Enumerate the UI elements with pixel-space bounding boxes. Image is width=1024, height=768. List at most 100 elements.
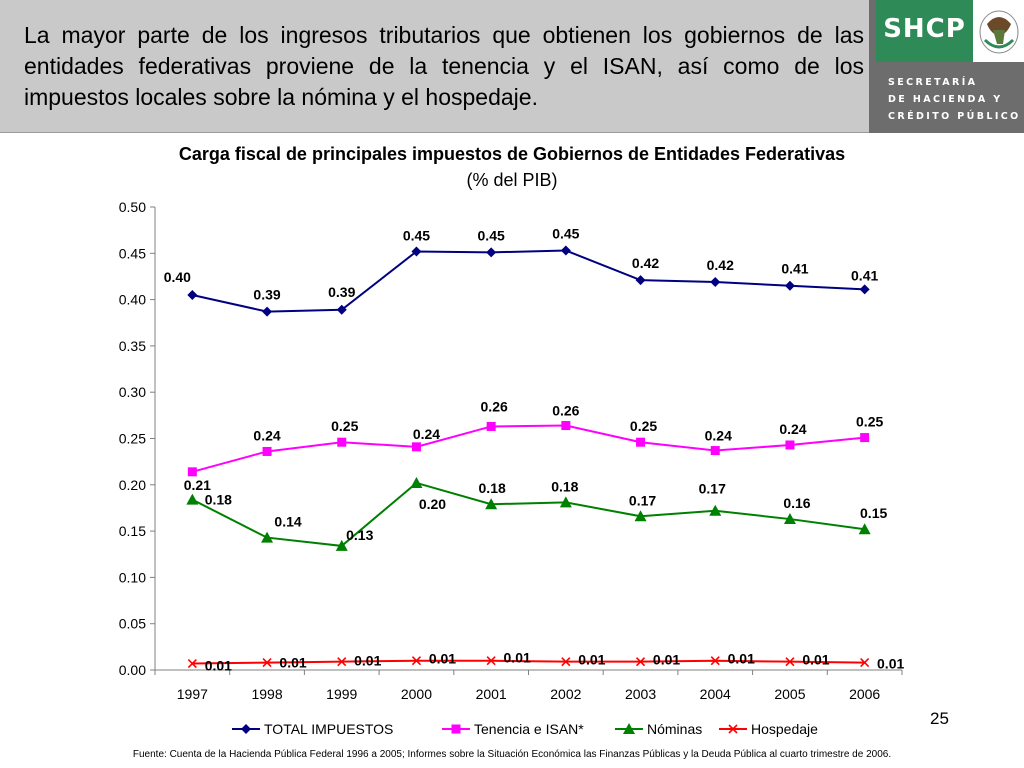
data-label: 0.24 [253, 427, 280, 443]
data-label: 0.39 [328, 284, 355, 300]
seal-area [973, 0, 1024, 62]
data-point [636, 437, 646, 447]
data-label: 0.01 [354, 653, 381, 669]
data-label: 0.01 [877, 656, 904, 672]
y-tick-label: 0.15 [119, 523, 146, 539]
data-label: 0.41 [851, 267, 878, 283]
logo-line-2: DE HACIENDA Y [888, 94, 1003, 105]
data-point [486, 421, 496, 431]
data-point [411, 246, 422, 257]
data-point [635, 657, 646, 667]
data-point [860, 658, 870, 668]
data-point [186, 493, 199, 505]
data-point [710, 446, 720, 456]
x-tick-label: 1998 [251, 686, 282, 702]
data-point [559, 496, 572, 508]
data-point [485, 498, 498, 510]
data-point [785, 657, 795, 667]
data-label: 0.26 [552, 403, 579, 419]
data-point [561, 657, 571, 667]
data-label: 0.25 [856, 414, 883, 430]
data-point [410, 476, 423, 488]
data-point [336, 304, 347, 315]
source-note: Fuente: Cuenta de la Hacienda Pública Fe… [132, 749, 892, 760]
banner-text: La mayor parte de los ingresos tributari… [24, 22, 864, 110]
data-label: 0.25 [630, 418, 657, 434]
y-tick-label: 0.30 [119, 384, 146, 400]
x-tick-label: 2002 [550, 686, 581, 702]
x-tick-label: 2006 [849, 686, 880, 702]
data-point [710, 656, 720, 666]
chart-title: Carga fiscal de principales impuestos de… [178, 144, 846, 164]
data-label: 0.20 [419, 496, 446, 512]
logo-line-3: CRÉDITO PÚBLICO [888, 111, 1021, 122]
data-point [335, 539, 348, 551]
y-tick-label: 0.50 [119, 199, 146, 215]
y-tick-label: 0.20 [119, 477, 146, 493]
data-point [634, 510, 647, 522]
data-label: 0.18 [479, 480, 506, 496]
data-point [486, 247, 497, 258]
x-tick-label: 1997 [177, 686, 208, 702]
page-number: 25 [930, 709, 949, 728]
data-point [187, 289, 198, 300]
y-tick-label: 0.05 [119, 616, 146, 632]
data-label: 0.15 [860, 505, 887, 521]
data-label: 0.42 [707, 257, 734, 273]
data-label: 0.45 [478, 227, 505, 243]
data-point [784, 280, 795, 291]
legend-label: TOTAL IMPUESTOS [264, 721, 393, 737]
logo-line-1: SECRETARÍA [888, 77, 978, 88]
data-point [860, 433, 870, 443]
legend-marker [241, 724, 251, 734]
x-tick-label: 1999 [326, 686, 357, 702]
data-point [187, 467, 197, 477]
data-point [635, 275, 646, 286]
data-label: 0.24 [413, 426, 440, 442]
mexican-coat-of-arms-icon [979, 10, 1019, 54]
data-point [858, 523, 871, 535]
data-label: 0.17 [629, 492, 656, 508]
legend-label: Hospedaje [751, 721, 818, 737]
data-point [785, 440, 795, 450]
data-point [710, 277, 721, 288]
data-label: 0.16 [783, 495, 810, 511]
y-tick-label: 0.40 [119, 292, 146, 308]
data-point [262, 306, 273, 317]
data-point [486, 656, 496, 666]
y-tick-label: 0.45 [119, 245, 146, 261]
y-tick-label: 0.25 [119, 431, 146, 447]
data-label: 0.21 [184, 477, 211, 493]
data-point [261, 531, 274, 543]
data-label: 0.01 [728, 651, 755, 667]
legend-label: Nóminas [647, 721, 702, 737]
data-label: 0.39 [253, 287, 280, 303]
x-tick-label: 2005 [774, 686, 805, 702]
data-label: 0.45 [403, 227, 430, 243]
data-label: 0.45 [552, 226, 579, 242]
data-label: 0.26 [481, 398, 508, 414]
legend-marker [728, 724, 738, 734]
data-label: 0.01 [578, 652, 605, 668]
header-banner: La mayor parte de los ingresos tributari… [0, 0, 869, 133]
data-label: 0.01 [205, 658, 232, 674]
data-label: 0.18 [205, 492, 232, 508]
data-point [783, 513, 796, 525]
data-point [411, 442, 421, 452]
data-point [262, 446, 272, 456]
data-label: 0.24 [705, 428, 732, 444]
data-label: 0.13 [346, 527, 373, 543]
data-label: 0.01 [802, 652, 829, 668]
series-line-3 [192, 659, 865, 665]
data-label: 0.24 [779, 421, 806, 437]
chart-subtitle: (% del PIB) [466, 170, 558, 190]
data-point [337, 437, 347, 447]
data-label: 0.01 [504, 650, 531, 666]
data-point [859, 284, 870, 295]
series-line-2 [191, 481, 865, 547]
data-point [561, 421, 571, 431]
y-tick-label: 0.35 [119, 338, 146, 354]
legend-label: Tenencia e ISAN* [474, 721, 584, 737]
data-label: 0.25 [331, 418, 358, 434]
